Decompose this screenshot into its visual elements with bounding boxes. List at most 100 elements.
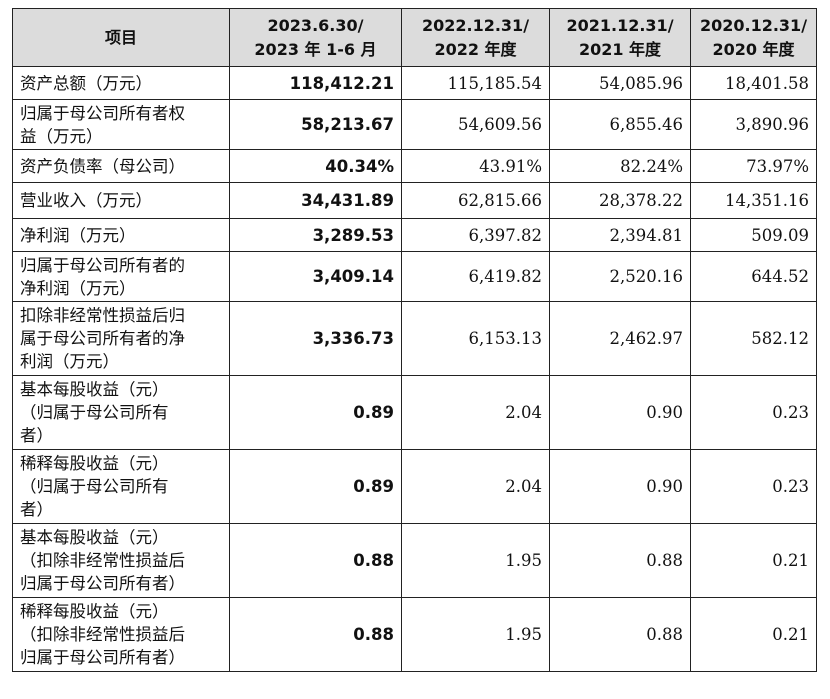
- row-label-line: 基本每股收益（元）: [20, 528, 169, 547]
- row-label-line: （扣除非经常性损益后: [20, 551, 185, 570]
- row-label-line: 资产负债率（母公司）: [20, 156, 185, 176]
- row-label-line: 营业收入（万元）: [20, 191, 152, 210]
- table-row-total-assets: 资产总额（万元） 118,412.21 115,185.54 54,085.96…: [12, 66, 817, 100]
- row-label-line: 利润（万元）: [20, 352, 119, 371]
- header-2020-line1: 2020.12.31/: [699, 15, 808, 35]
- header-2020-line2: 2020 年度: [712, 39, 795, 59]
- value-2023-h1: 58,213.67: [229, 99, 402, 150]
- value-2020: 14,351.16: [690, 182, 817, 219]
- value-2023-h1: 0.89: [229, 449, 402, 524]
- table-row-parent-equity: 归属于母公司所有者权 益（万元） 58,213.67 54,609.56 6,8…: [12, 99, 817, 150]
- row-label-line: 归属于母公司所有者权: [20, 103, 185, 123]
- value-2021: 0.88: [549, 597, 691, 672]
- table-row-diluted-eps-deducted: 稀释每股收益（元） （扣除非经常性损益后 归属于母公司所有者） 0.88 1.9…: [12, 597, 817, 672]
- value-2021: 0.90: [549, 375, 691, 450]
- row-label-line: 净利润（万元）: [20, 225, 136, 245]
- header-2023-h1-line1: 2023.6.30/: [267, 15, 364, 35]
- row-label: 资产总额（万元）: [12, 66, 230, 100]
- row-label-line: 稀释每股收益（元）: [20, 454, 169, 473]
- row-label-line: （归属于母公司所有: [20, 477, 169, 496]
- header-2021: 2021.12.31/ 2021 年度: [549, 8, 691, 67]
- table-row-parent-net-profit: 归属于母公司所有者的 净利润（万元） 3,409.14 6,419.82 2,5…: [12, 251, 817, 302]
- row-label-line: 益（万元）: [20, 126, 103, 146]
- row-label: 扣除非经常性损益后归 属于母公司所有者的净 利润（万元）: [12, 301, 230, 376]
- row-label-line: 资产总额（万元）: [20, 73, 152, 93]
- row-label: 归属于母公司所有者的 净利润（万元）: [12, 251, 230, 302]
- value-2021: 54,085.96: [549, 66, 691, 100]
- value-2023-h1: 3,409.14: [229, 251, 402, 302]
- value-2022: 2.04: [401, 375, 550, 450]
- value-2022: 2.04: [401, 449, 550, 524]
- value-2021: 2,462.97: [549, 301, 691, 376]
- value-2020: 509.09: [690, 218, 817, 252]
- table-row-diluted-eps: 稀释每股收益（元） （归属于母公司所有 者） 0.89 2.04 0.90 0.…: [12, 449, 817, 524]
- header-2020: 2020.12.31/ 2020 年度: [690, 8, 817, 67]
- value-2023-h1: 34,431.89: [229, 182, 402, 219]
- value-2020: 0.21: [690, 597, 817, 672]
- row-label-line: 扣除非经常性损益后归: [20, 306, 185, 325]
- table-row-revenue: 营业收入（万元） 34,431.89 62,815.66 28,378.22 1…: [12, 182, 817, 219]
- value-2022: 43.91%: [401, 149, 550, 183]
- value-2020: 73.97%: [690, 149, 817, 183]
- value-2021: 0.88: [549, 523, 691, 598]
- row-label-line: 基本每股收益（元）: [20, 380, 169, 399]
- value-2023-h1: 118,412.21: [229, 66, 402, 100]
- table-row-net-profit: 净利润（万元） 3,289.53 6,397.82 2,394.81 509.0…: [12, 218, 817, 252]
- row-label-line: 归属于母公司所有者）: [20, 648, 185, 667]
- table-row-deducted-net-profit: 扣除非经常性损益后归 属于母公司所有者的净 利润（万元） 3,336.73 6,…: [12, 301, 817, 376]
- row-label: 营业收入（万元）: [12, 182, 230, 219]
- financial-summary-table: 项目 2023.6.30/ 2023 年 1-6 月 2022.12.31/ 2…: [12, 8, 817, 672]
- value-2021: 2,394.81: [549, 218, 691, 252]
- value-2022: 62,815.66: [401, 182, 550, 219]
- header-2023-h1: 2023.6.30/ 2023 年 1-6 月: [229, 8, 402, 67]
- header-2021-line1: 2021.12.31/: [566, 15, 674, 35]
- value-2021: 6,855.46: [549, 99, 691, 150]
- value-2023-h1: 0.89: [229, 375, 402, 450]
- row-label-line: 者）: [20, 426, 53, 445]
- row-label-line: 属于母公司所有者的净: [20, 329, 185, 348]
- value-2023-h1: 3,336.73: [229, 301, 402, 376]
- row-label: 资产负债率（母公司）: [12, 149, 230, 183]
- row-label: 稀释每股收益（元） （归属于母公司所有 者）: [12, 449, 230, 524]
- value-2020: 0.23: [690, 449, 817, 524]
- row-label-line: 稀释每股收益（元）: [20, 602, 169, 621]
- value-2021: 28,378.22: [549, 182, 691, 219]
- row-label: 净利润（万元）: [12, 218, 230, 252]
- row-label: 稀释每股收益（元） （扣除非经常性损益后 归属于母公司所有者）: [12, 597, 230, 672]
- value-2020: 3,890.96: [690, 99, 817, 150]
- row-label-line: 归属于母公司所有者）: [20, 574, 185, 593]
- row-label-line: （归属于母公司所有: [20, 403, 169, 422]
- value-2023-h1: 0.88: [229, 597, 402, 672]
- header-2021-line2: 2021 年度: [578, 39, 662, 59]
- value-2020: 0.21: [690, 523, 817, 598]
- row-label-line: （扣除非经常性损益后: [20, 625, 185, 644]
- header-2023-h1-line2: 2023 年 1-6 月: [254, 39, 377, 59]
- header-item-text: 项目: [104, 27, 137, 47]
- header-2022: 2022.12.31/ 2022 年度: [401, 8, 550, 67]
- value-2022: 1.95: [401, 597, 550, 672]
- header-2022-line2: 2022 年度: [434, 39, 517, 59]
- row-label: 基本每股收益（元） （归属于母公司所有 者）: [12, 375, 230, 450]
- row-label-line: 者）: [20, 500, 53, 519]
- table-row-debt-ratio: 资产负债率（母公司） 40.34% 43.91% 82.24% 73.97%: [12, 149, 817, 183]
- value-2021: 2,520.16: [549, 251, 691, 302]
- value-2023-h1: 0.88: [229, 523, 402, 598]
- value-2020: 644.52: [690, 251, 817, 302]
- value-2023-h1: 3,289.53: [229, 218, 402, 252]
- header-item: 项目: [12, 8, 230, 67]
- table-row-basic-eps: 基本每股收益（元） （归属于母公司所有 者） 0.89 2.04 0.90 0.…: [12, 375, 817, 450]
- value-2022: 6,153.13: [401, 301, 550, 376]
- value-2022: 115,185.54: [401, 66, 550, 100]
- value-2022: 6,397.82: [401, 218, 550, 252]
- row-label-line: 净利润（万元）: [20, 278, 136, 298]
- value-2020: 0.23: [690, 375, 817, 450]
- value-2022: 1.95: [401, 523, 550, 598]
- value-2022: 6,419.82: [401, 251, 550, 302]
- value-2021: 0.90: [549, 449, 691, 524]
- row-label: 归属于母公司所有者权 益（万元）: [12, 99, 230, 150]
- table-row-basic-eps-deducted: 基本每股收益（元） （扣除非经常性损益后 归属于母公司所有者） 0.88 1.9…: [12, 523, 817, 598]
- value-2020: 582.12: [690, 301, 817, 376]
- value-2021: 82.24%: [549, 149, 691, 183]
- header-2022-line1: 2022.12.31/: [421, 15, 530, 35]
- value-2020: 18,401.58: [690, 66, 817, 100]
